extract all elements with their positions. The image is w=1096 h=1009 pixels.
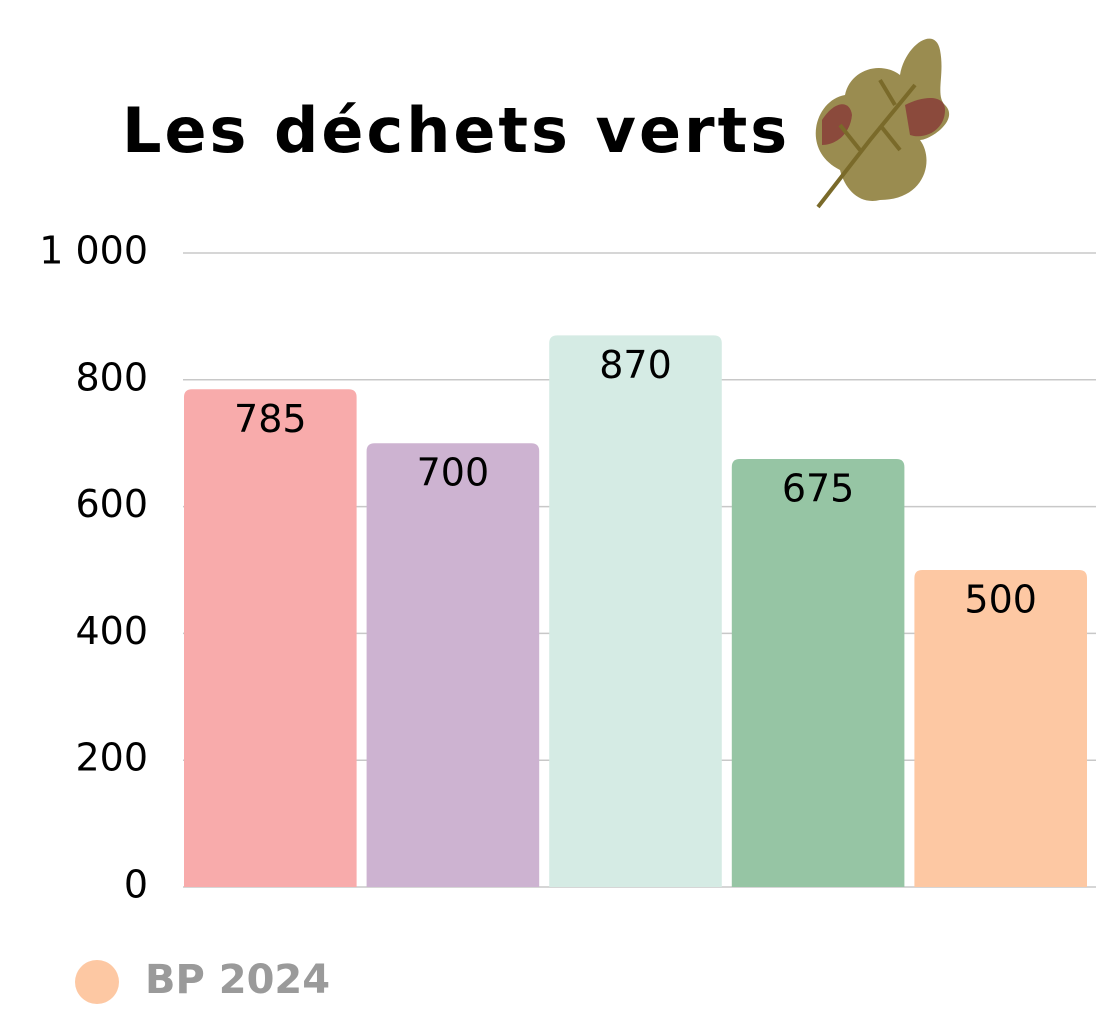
value-label: 675 <box>782 467 855 511</box>
value-label: 700 <box>417 451 490 495</box>
y-tick-label: 1 000 <box>39 229 148 273</box>
value-label: 785 <box>234 397 307 441</box>
y-tick-label: 200 <box>75 736 148 780</box>
legend-swatch <box>75 960 119 1004</box>
y-tick-label: 800 <box>75 355 148 399</box>
y-tick-label: 0 <box>124 863 148 907</box>
value-label: 500 <box>964 578 1037 622</box>
y-tick-label: 600 <box>75 482 148 526</box>
legend-label: BP 2024 <box>145 957 330 1003</box>
bar <box>184 389 357 887</box>
chart-title: Les déchets verts <box>122 94 790 167</box>
y-tick-label: 400 <box>75 609 148 653</box>
value-label: 870 <box>599 343 672 387</box>
bar <box>549 335 722 887</box>
leaf-icon <box>815 38 950 209</box>
bar <box>731 459 905 887</box>
bar <box>366 443 540 887</box>
bar <box>914 570 1087 887</box>
